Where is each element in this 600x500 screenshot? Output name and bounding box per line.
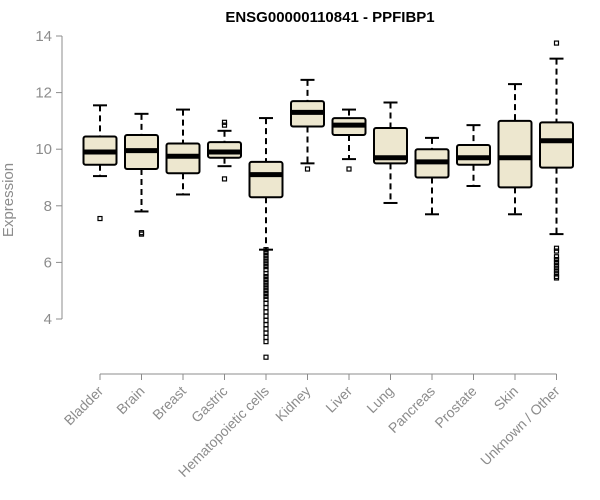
outlier-point [553, 40, 560, 46]
outlier-point [263, 285, 269, 291]
outlier-point [263, 300, 269, 307]
outlier-point [263, 309, 269, 315]
outlier-point [263, 354, 269, 360]
outlier-point [221, 176, 228, 182]
box-group [165, 108, 201, 196]
outlier-point [553, 262, 560, 268]
outlier-point [263, 313, 269, 319]
y-tick-label: 14 [35, 28, 52, 45]
outlier-point [553, 268, 560, 274]
y-tick-label: 12 [35, 85, 52, 102]
x-tick-label: Bladder [61, 383, 107, 429]
box-group [248, 117, 284, 360]
outlier-point [263, 293, 269, 299]
outlier-point [553, 248, 560, 254]
x-tick-label: Skin [491, 383, 522, 414]
chart-title: ENSG00000110841 - PPFIBP1 [225, 9, 434, 26]
outlier-point [263, 255, 269, 261]
outlier-point [221, 122, 228, 128]
box-series [82, 40, 574, 360]
x-tick-label: Kidney [272, 383, 314, 425]
outlier-point [263, 261, 269, 267]
outlier-point [263, 317, 269, 324]
x-tick-label: Prostate [431, 383, 479, 431]
y-tick-label: 4 [44, 311, 52, 328]
x-tick-label: Brain [113, 383, 147, 417]
box [373, 126, 408, 165]
box [539, 121, 574, 169]
box-group [331, 108, 367, 172]
x-tick-label: Breast [149, 383, 189, 423]
box-group [414, 136, 450, 216]
outlier-point [97, 215, 103, 222]
box-group [497, 83, 533, 216]
y-axis-label: Expression [0, 163, 17, 237]
outlier-point [553, 254, 560, 260]
outlier-point [304, 166, 311, 172]
outlier-point [263, 322, 269, 328]
outlier-point [346, 166, 352, 172]
outlier-point [263, 271, 269, 277]
outlier-point [263, 326, 269, 332]
outlier-point [263, 282, 269, 288]
outlier-point [263, 290, 269, 297]
outlier-point [263, 247, 269, 253]
x-tick-label: Lung [363, 383, 396, 416]
outlier-point [263, 305, 269, 311]
outlier-point [263, 276, 269, 282]
outlier-point [263, 334, 269, 340]
y-tick-label: 6 [44, 254, 52, 271]
outlier-point [263, 330, 269, 336]
outlier-point [263, 264, 269, 270]
outlier-point [138, 230, 145, 236]
outlier-point [263, 258, 269, 264]
x-tick-label: Liver [322, 383, 355, 416]
box [456, 143, 491, 166]
outlier-point [263, 249, 269, 256]
box-group [539, 40, 574, 281]
outlier-point [263, 288, 269, 294]
outlier-point [263, 279, 269, 285]
outlier-point [553, 256, 560, 263]
x-tick-label: Unknown / Other [477, 383, 563, 469]
outlier-point [263, 273, 269, 280]
outlier-point [221, 119, 228, 125]
box-group [290, 78, 325, 172]
y-tick-label: 10 [35, 141, 52, 158]
box [497, 119, 533, 189]
box [248, 160, 284, 199]
outlier-point [553, 275, 560, 281]
outlier-point [553, 265, 560, 271]
box-group [373, 101, 408, 204]
box-group [82, 104, 118, 222]
outlier-point [263, 339, 269, 345]
outlier-point [263, 252, 269, 258]
y-tick-label: 8 [44, 198, 52, 215]
outlier-point [553, 245, 560, 251]
box-group [207, 119, 242, 182]
box-group [124, 112, 159, 237]
outlier-point [553, 259, 560, 265]
box-group [456, 124, 491, 187]
